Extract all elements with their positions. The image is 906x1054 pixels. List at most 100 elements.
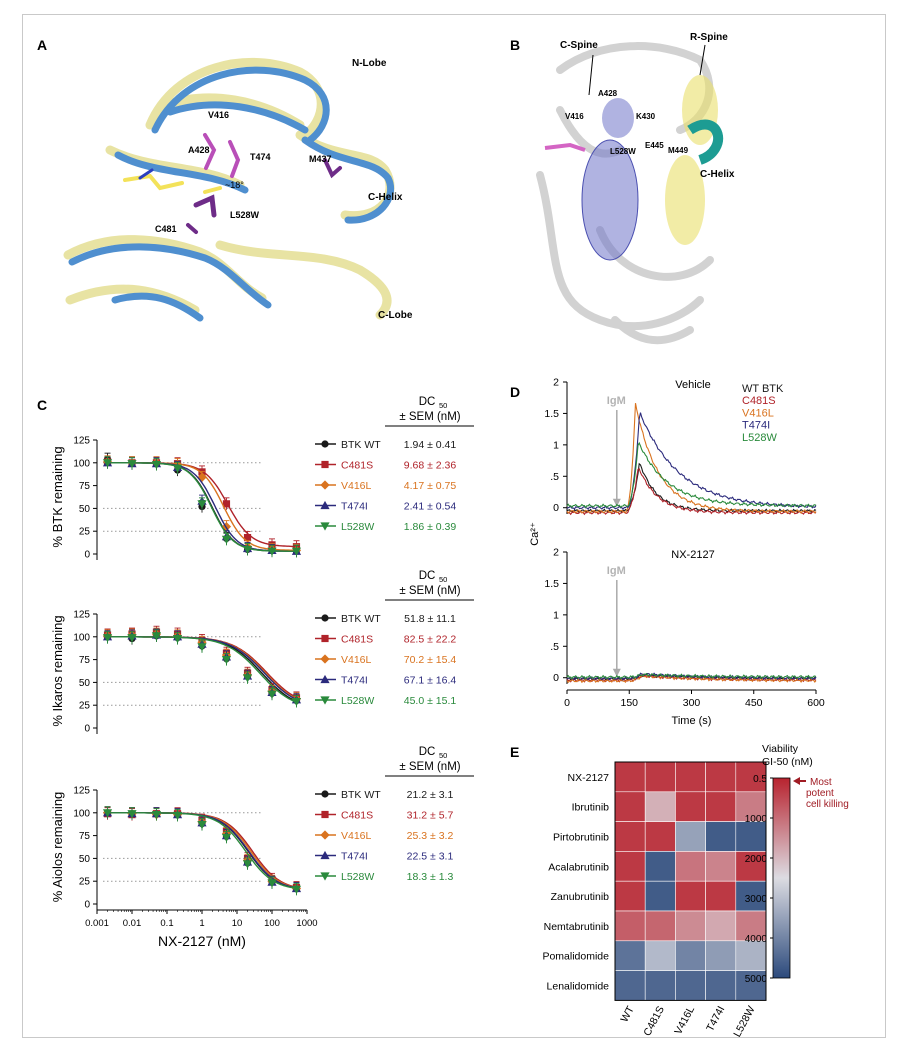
data-point	[151, 632, 162, 641]
data-point	[221, 656, 232, 665]
y-tick-label: 1	[553, 439, 559, 451]
x-tick-label: 150	[620, 697, 638, 709]
heatmap-row-label: Pomalidomide	[542, 951, 609, 963]
x-axis-label: NX-2127 (nM)	[158, 933, 246, 949]
data-point	[172, 811, 183, 821]
structure-label: ~18°	[225, 180, 244, 190]
legend-label: BTK WT	[341, 789, 381, 801]
heatmap-cell	[675, 821, 706, 852]
dc50-value: 82.5 ± 22.2	[404, 634, 457, 646]
dc50-value: 51.8 ± 11.1	[404, 613, 456, 625]
data-point	[267, 690, 277, 699]
x-tick-label: 0.001	[85, 918, 109, 929]
structure-label: L528W	[230, 210, 260, 220]
chart-title: Vehicle	[675, 379, 710, 391]
calcium-flux-chart: 0 .5 1 1.5 2 NX-2127 IgM 0 150 300 450 600 Time (s)	[544, 547, 825, 728]
dc50-header-subscript: 50	[439, 751, 447, 760]
legend-label: L528W	[742, 432, 777, 444]
dc50-value: 31.2 ± 5.7	[407, 810, 454, 822]
colorbar	[772, 777, 791, 979]
y-tick-label: 1.5	[544, 578, 559, 590]
structure-label: R-Spine	[690, 32, 728, 43]
heatmap-cell	[705, 761, 737, 793]
y-tick-label: 0	[84, 550, 90, 561]
structure-ribbon-blue	[68, 66, 395, 322]
structure-label: V416	[208, 110, 229, 120]
heatmap-column-label: L528W	[731, 1004, 757, 1039]
data-point	[127, 810, 137, 819]
data-point	[102, 459, 113, 468]
heatmap-cell	[705, 851, 737, 882]
c-spine-surface	[602, 98, 634, 138]
colorbar-annotation: potent	[806, 788, 834, 799]
x-tick-label: 0	[564, 697, 570, 709]
x-tick-label: 450	[745, 697, 763, 709]
dose-response-chart: 0 25 50 75 100 125 % Aiolos remaining 0.001 0.01…	[50, 746, 474, 949]
data-point	[291, 547, 302, 556]
structure-label: C-Helix	[700, 169, 735, 180]
structure-label: C-Helix	[368, 192, 403, 203]
dc50-value: 9.68 ± 2.36	[404, 460, 457, 472]
heatmap-row-label: Pirtobrutinib	[553, 832, 609, 844]
fit-curve	[107, 636, 299, 704]
fit-curve	[107, 462, 299, 552]
data-point	[320, 830, 330, 840]
data-point	[320, 872, 330, 881]
y-tick-label: 25	[79, 701, 91, 712]
dc50-header: DC	[419, 746, 436, 758]
dc50-header: ± SEM (nM)	[399, 761, 460, 773]
dc50-value: 25.3 ± 3.2	[407, 830, 454, 842]
y-tick-label: 100	[73, 808, 90, 819]
heatmap-row-label: Lenalidomide	[547, 981, 610, 993]
trace-line	[566, 468, 817, 516]
structure-label: L528W	[610, 147, 636, 156]
heatmap-cell	[675, 970, 706, 1001]
heatmap-cell	[644, 940, 676, 971]
dc50-value: 1.94 ± 0.41	[404, 439, 457, 451]
heatmap-column-label: WT	[618, 1004, 637, 1025]
y-tick-label: 0	[84, 900, 90, 911]
dc50-value: 22.5 ± 3.1	[407, 851, 454, 863]
data-point	[172, 464, 183, 473]
structure-label: M449	[668, 146, 689, 155]
heatmap-cell	[614, 970, 646, 1001]
structure-label: C481	[155, 224, 177, 234]
c-helix-ribbon	[687, 119, 723, 165]
heatmap-cell	[675, 910, 706, 942]
data-point	[127, 634, 137, 643]
data-point	[320, 850, 330, 860]
dc50-header: DC	[419, 570, 436, 582]
data-point	[291, 885, 302, 895]
legend-label: BTK WT	[341, 613, 381, 625]
heatmap-cell	[614, 821, 646, 852]
structure-label: M437	[309, 154, 332, 164]
data-point	[197, 472, 207, 482]
heatmap-cell	[614, 910, 646, 942]
data-point	[321, 634, 329, 643]
heatmap-cell	[675, 791, 706, 822]
heatmap-cell	[735, 940, 767, 971]
heatmap-row-label: NX-2127	[568, 772, 610, 784]
colorbar-tick-label: 0.5	[753, 774, 767, 785]
igm-arrowhead	[612, 668, 621, 677]
colorbar-tick-label: 1000	[745, 814, 768, 825]
y-axis-label: % Ikaros remaining	[50, 615, 65, 726]
heatmap-cell	[705, 940, 737, 971]
legend-label: C481S	[341, 810, 373, 822]
heatmap-border	[614, 761, 767, 1001]
data-point	[321, 440, 329, 448]
x-tick-label: 10	[232, 918, 243, 929]
heatmap-cell	[644, 970, 676, 1001]
legend-label: L528W	[341, 695, 374, 707]
x-tick-label: 100	[264, 918, 280, 929]
data-point	[242, 545, 253, 555]
structure-label: K430	[636, 112, 656, 121]
colorbar-title: Viability	[762, 743, 799, 755]
colorbar-tick-label: 4000	[745, 934, 768, 945]
x-tick-label: 0.1	[160, 918, 173, 929]
panel-label-d: D	[510, 384, 520, 400]
heatmap-cell	[675, 851, 706, 882]
